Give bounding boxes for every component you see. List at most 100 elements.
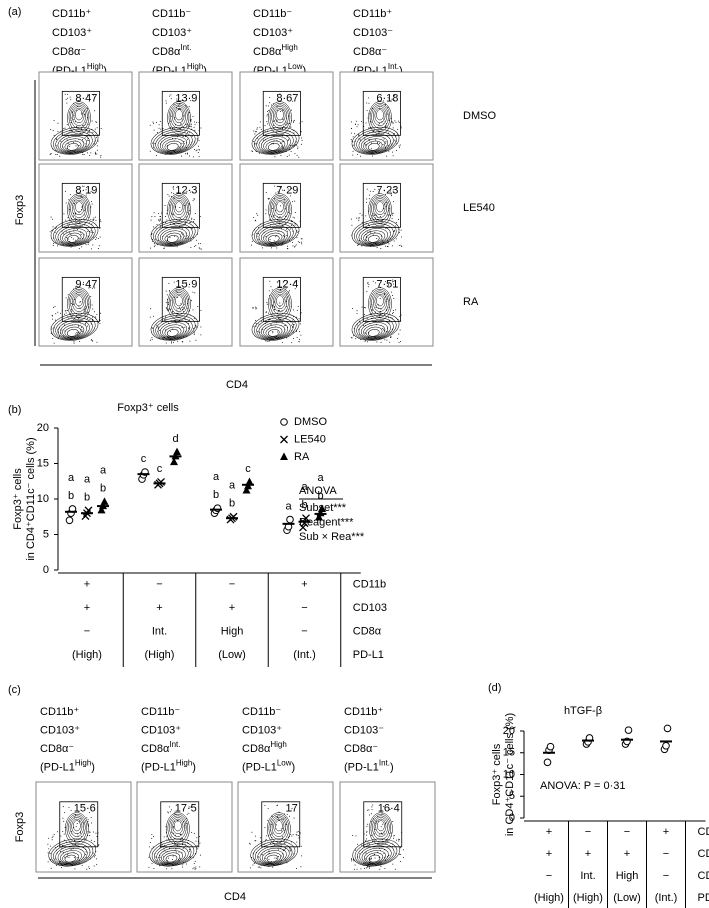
event-dot [197,848,199,850]
event-dot [376,141,378,143]
plot-frame [138,71,233,161]
event-dot [57,245,59,247]
event-dot [397,337,399,339]
event-dot [394,120,396,122]
event-dot [273,214,275,216]
event-dot [296,237,298,239]
table-cell: + [624,848,630,860]
event-dot [168,289,170,291]
event-dot [258,152,260,154]
event-dot [194,129,196,131]
event-dot [153,315,155,317]
event-dot [192,116,194,118]
event-dot [279,186,281,188]
header-line: CD11b⁻ [141,706,180,718]
gate-value: 12·4 [276,278,298,290]
event-dot [70,98,72,100]
event-dot [285,300,287,302]
event-dot [88,866,90,868]
contour [171,292,187,312]
event-dot [90,817,92,819]
event-dot [47,861,49,863]
contours [49,185,102,250]
event-dot [356,217,358,219]
event-dot [154,238,156,240]
event-dot [90,339,92,341]
event-dot [168,857,170,859]
contour [257,845,290,865]
contour [53,221,96,247]
event-dot [190,123,192,125]
event-dot [370,218,372,220]
event-dot [298,837,300,839]
event-dot [61,329,63,331]
event-dot [277,849,279,851]
event-dot [361,306,363,308]
event-dot [371,806,373,808]
event-dot [160,320,162,322]
event-dot [182,837,184,839]
event-dot [298,339,300,341]
event-dot [384,193,386,195]
plot-frame [138,163,233,253]
table-cell: (Low) [613,892,641,904]
event-dot [292,100,294,102]
event-dot [183,307,185,309]
event-dot [98,844,100,846]
event-dot [52,226,54,228]
event-dot [398,839,400,841]
contour [48,838,97,867]
event-dot [260,867,262,869]
event-dot [385,142,387,144]
event-dot [54,327,56,329]
event-dot [366,831,368,833]
event-dot [285,287,287,289]
event-dot [402,849,404,851]
contour [271,104,289,129]
contour [162,138,185,152]
event-dot [53,306,55,308]
contour [53,315,96,341]
header-line: CD8αHigh [242,740,287,755]
contour [360,228,389,245]
event-dot [290,150,292,152]
event-dot [353,868,355,870]
event-dot [254,219,256,221]
significance-letter: a [213,471,220,483]
event-dot [251,150,253,152]
event-dot [356,244,358,246]
significance-letter: a [68,472,75,484]
event-dot [168,195,170,197]
event-dot [361,214,363,216]
event-dot [290,324,292,326]
table-cell: + [84,602,90,614]
event-dot [153,243,155,245]
event-dot [82,124,84,126]
event-dot [365,215,367,217]
event-dot [196,138,198,140]
contour [165,854,178,863]
header-line: (PD-L1Low) [242,759,295,774]
superscript: High [176,759,192,768]
gate-value: 17 [286,803,298,815]
event-dot [51,230,53,232]
event-dot [49,231,51,233]
event-dot [276,857,278,859]
event-dot [384,314,386,316]
y-tick-label: 20 [503,725,515,737]
event-dot [171,213,173,215]
event-dot [89,867,91,869]
event-dot [194,868,196,870]
event-dot [370,835,372,837]
event-dot [149,841,151,843]
contour [256,317,294,340]
event-dot [282,281,284,283]
event-dot [181,285,183,287]
event-dot [81,330,83,332]
contour [268,101,292,135]
header-line: CD8α⁻ [52,46,86,58]
event-dot [54,227,56,229]
event-dot [180,123,182,125]
event-dot [294,224,296,226]
event-dot [76,202,78,204]
